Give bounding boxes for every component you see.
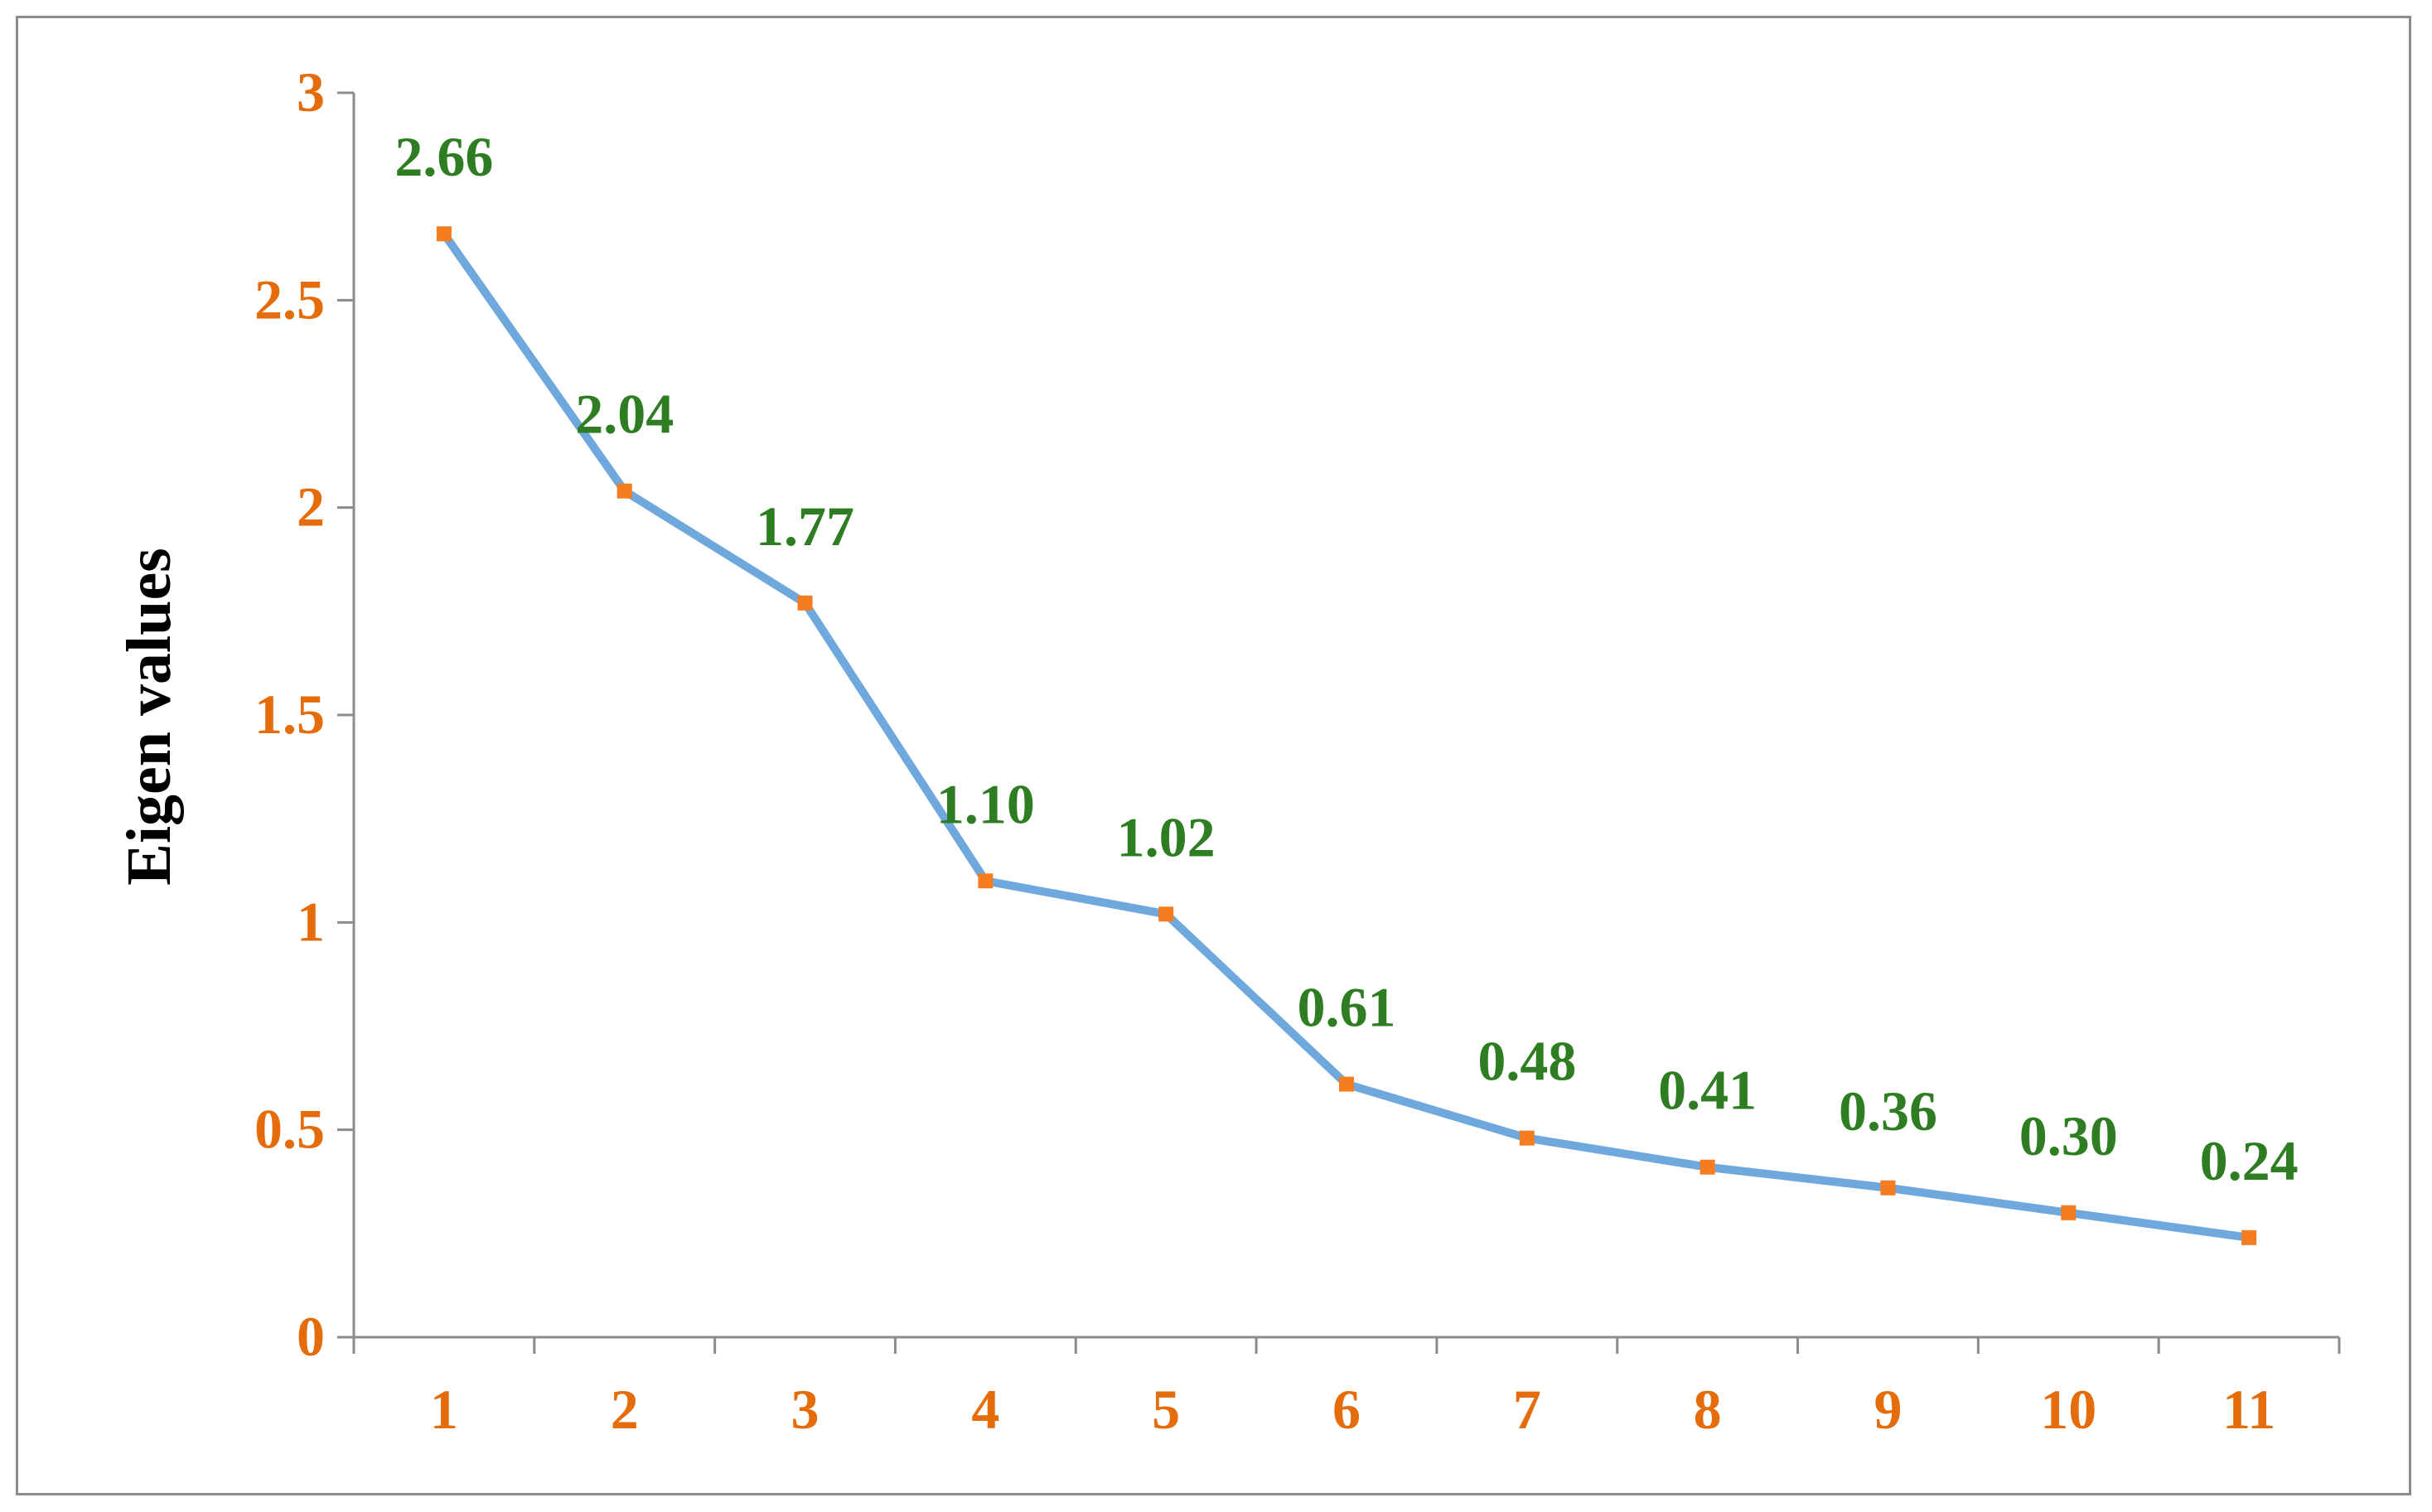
- data-label: 1.10: [936, 772, 1035, 835]
- data-point: [2061, 1205, 2077, 1220]
- axes: 0 0.5 1 1.5 2 2.5 3 1 2 3 4 5 6 7 8 9 10 11: [254, 60, 2341, 1441]
- x-tick-label: 1: [430, 1378, 458, 1441]
- data-label: 0.48: [1477, 1030, 1576, 1093]
- x-tick-label: 5: [1152, 1378, 1180, 1441]
- data-point: [436, 226, 452, 242]
- x-tick-label: 3: [791, 1378, 820, 1441]
- data-label: 2.66: [394, 125, 493, 188]
- x-tick-label: 9: [1874, 1378, 1902, 1441]
- data-label: 0.24: [2200, 1129, 2299, 1192]
- x-tick-label: 10: [2040, 1378, 2096, 1441]
- chart-frame: [16, 16, 2411, 1495]
- y-tick-label: 1.5: [254, 683, 325, 746]
- y-axis-label: Eigen values: [114, 548, 184, 886]
- data-label: 1.77: [756, 495, 854, 558]
- x-tick-label: 11: [2222, 1378, 2275, 1441]
- y-tick-label: 0: [297, 1305, 325, 1368]
- data-point: [1880, 1180, 1896, 1196]
- y-tick-label: 2.5: [254, 268, 325, 331]
- x-tick-label: 2: [611, 1378, 639, 1441]
- data-point: [978, 873, 994, 889]
- data-point: [2241, 1229, 2257, 1245]
- y-tick-label: 0.5: [254, 1098, 325, 1161]
- y-tick-label: 3: [297, 60, 325, 123]
- data-point: [616, 483, 632, 499]
- data-label: 1.02: [1117, 805, 1216, 868]
- data-label: 0.61: [1298, 976, 1396, 1039]
- data-label: 0.36: [1839, 1080, 1937, 1142]
- x-tick-label: 8: [1694, 1378, 1722, 1441]
- x-tick-label: 4: [971, 1378, 999, 1441]
- data-point: [1699, 1159, 1715, 1175]
- plot-area: 2.66 2.04 1.77 1.10 1.02 0.61 0.48 0.41 0.36 0.30…: [394, 125, 2299, 1245]
- y-tick-label: 1: [297, 890, 325, 953]
- x-tick-label: 6: [1332, 1378, 1361, 1441]
- y-tick-label: 2: [297, 476, 325, 539]
- data-point: [1158, 906, 1174, 922]
- data-label: 0.41: [1658, 1059, 1757, 1122]
- data-point: [1339, 1076, 1354, 1092]
- data-point: [1519, 1130, 1535, 1146]
- data-point: [797, 595, 813, 611]
- data-label: 0.30: [2019, 1104, 2118, 1167]
- x-tick-label: 7: [1513, 1378, 1541, 1441]
- data-label: 2.04: [575, 383, 674, 446]
